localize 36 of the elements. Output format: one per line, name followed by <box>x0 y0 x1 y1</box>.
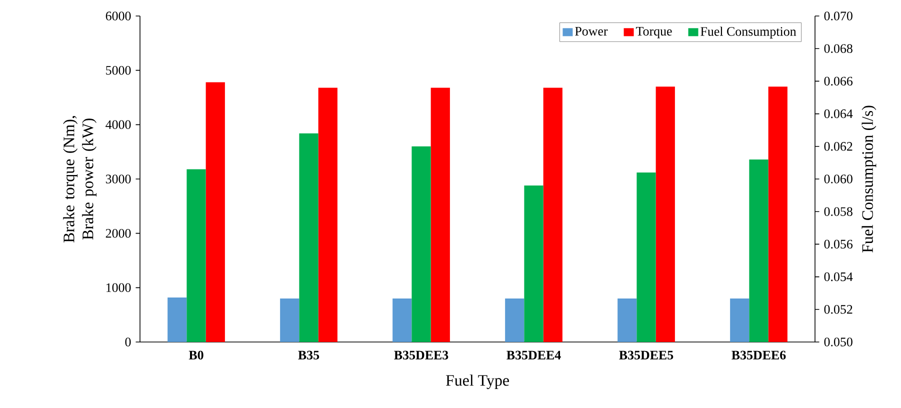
x-axis-title: Fuel Type <box>446 374 509 390</box>
y2-tick-label: 0.052 <box>824 305 852 314</box>
legend-label: Power <box>575 26 608 36</box>
y2-tick-label: 0.060 <box>824 174 852 184</box>
x-tick-label: B35 <box>298 350 320 360</box>
y2-axis-title: Fuel Consumption (l/s) <box>862 106 876 252</box>
y2-tick-label: 0.066 <box>824 76 853 86</box>
x-tick-label: B0 <box>188 350 204 360</box>
y2-tick-label: 0.058 <box>824 207 852 216</box>
y-tick-label: 4000 <box>106 120 131 130</box>
y-tick-label: 1000 <box>106 283 131 292</box>
x-tick-label: B35DEE3 <box>394 350 448 360</box>
bar <box>392 298 412 342</box>
y-tick-label: 3000 <box>106 174 131 184</box>
y2-tick-label: 0.050 <box>824 338 852 346</box>
y2-tick-label: 0.064 <box>824 109 853 118</box>
x-tick-label: B35DEE4 <box>506 350 561 360</box>
y-tick-label: 2000 <box>106 228 131 238</box>
bar <box>505 298 524 342</box>
bar <box>168 297 187 342</box>
y-axis-title: Brake torque (Nm), Brake power (kW) <box>63 116 96 243</box>
x-tick-label: B35DEE5 <box>619 350 674 360</box>
y2-tick-label: 0.062 <box>824 142 852 151</box>
y2-tick-label: 0.070 <box>824 12 852 20</box>
y2-tick-label: 0.054 <box>824 272 853 282</box>
y-tick-label: 5000 <box>106 66 131 75</box>
bar <box>730 298 750 342</box>
bar <box>280 298 300 342</box>
y2-tick-label: 0.056 <box>824 240 853 249</box>
y-tick-label: 6000 <box>106 12 131 20</box>
bar <box>618 298 637 342</box>
legend-label: Fuel Consumption <box>700 26 796 38</box>
legend-label: Torque <box>636 26 672 38</box>
x-tick-label: B35DEE6 <box>732 350 786 360</box>
y-tick-label: 0 <box>125 338 131 346</box>
y2-tick-label: 0.068 <box>824 44 852 53</box>
